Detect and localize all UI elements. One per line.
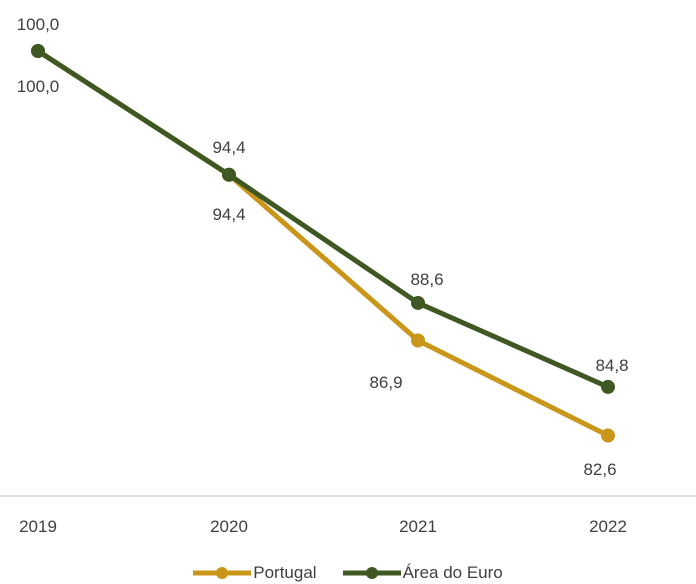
data-label-portugal-2022: 82,6	[583, 460, 616, 479]
data-labels: 100,0 94,4 86,9 82,6 100,0 94,4 88,6 84,8	[17, 15, 629, 479]
legend-item-portugal[interactable]: Portugal	[193, 563, 317, 583]
x-tick-label-2022: 2022	[589, 517, 627, 536]
legend-swatch-area-do-euro	[342, 567, 401, 579]
point-area-do-euro-2021	[411, 295, 425, 310]
x-axis-tick-labels: 2019 2020 2021 2022	[19, 517, 627, 536]
legend-item-area-do-euro[interactable]: Área do Euro	[342, 563, 503, 583]
data-label-portugal-2020: 94,4	[212, 205, 245, 224]
point-portugal-2022	[601, 428, 615, 443]
point-area-do-euro-2022	[601, 379, 615, 394]
data-label-area-do-euro-2019: 100,0	[17, 15, 60, 34]
legend-label-portugal: Portugal	[253, 563, 317, 582]
data-label-portugal-2021: 86,9	[369, 373, 402, 392]
point-area-do-euro-2019	[31, 44, 45, 58]
x-tick-label-2021: 2021	[399, 517, 437, 536]
point-area-do-euro-2020	[222, 167, 236, 182]
legend-label-area-do-euro: Área do Euro	[402, 563, 503, 582]
data-label-area-do-euro-2022: 84,8	[595, 356, 628, 375]
data-label-area-do-euro-2021: 88,6	[410, 270, 443, 289]
series-line-area-do-euro	[35, 48, 611, 390]
x-tick-label-2019: 2019	[19, 517, 57, 536]
legend-swatch-portugal	[193, 567, 252, 579]
legend: Portugal Área do Euro	[0, 562, 696, 584]
data-label-portugal-2019: 100,0	[17, 77, 60, 96]
data-label-area-do-euro-2020: 94,4	[212, 138, 245, 157]
series-points	[31, 44, 615, 443]
point-portugal-2021	[411, 333, 425, 348]
series-lines	[35, 48, 611, 439]
x-tick-label-2020: 2020	[210, 517, 248, 536]
